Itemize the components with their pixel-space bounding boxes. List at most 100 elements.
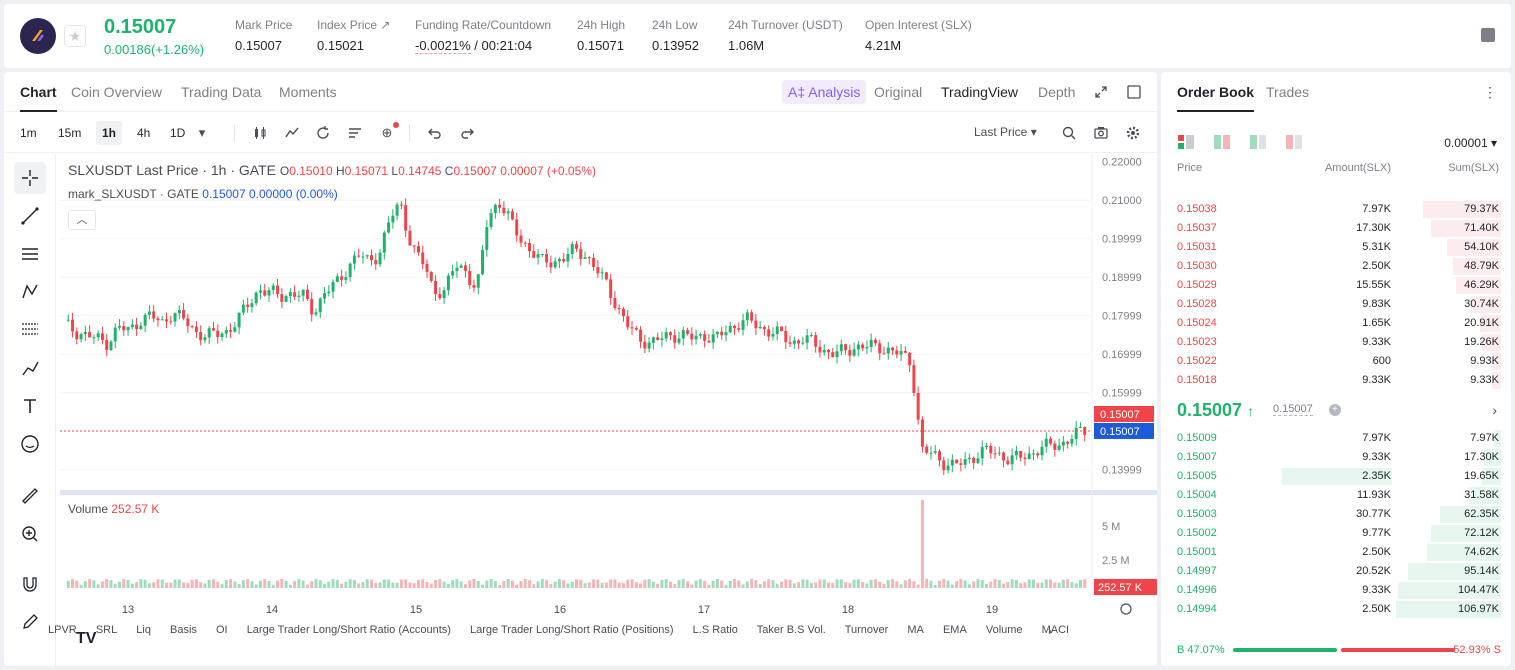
tab-chart[interactable]: Chart (20, 84, 57, 112)
more-icon[interactable]: ⋮ (1483, 84, 1497, 100)
info-icon[interactable]: + (1329, 404, 1341, 416)
redo-icon[interactable] (459, 125, 475, 141)
brush-icon[interactable] (14, 352, 46, 384)
bid-row[interactable]: 0.15007 9.33K 17.30K (1161, 448, 1511, 467)
indicator-taker-vol[interactable]: Taker B.S Vol. (756, 624, 826, 636)
volume-bar (468, 580, 472, 588)
bid-row[interactable]: 0.15001 2.50K 74.62K (1161, 543, 1511, 562)
add-alert-icon[interactable]: ⊕ (379, 122, 399, 141)
bid-row[interactable]: 0.15009 7.97K 7.97K (1161, 429, 1511, 448)
ai-analysis-button[interactable]: A‡ Analysis (782, 80, 867, 104)
collapse-legend-button[interactable]: ︿ (68, 210, 96, 230)
crosshair-icon[interactable] (14, 162, 46, 194)
text-icon[interactable] (14, 390, 46, 422)
tab-trading-data[interactable]: Trading Data (181, 84, 262, 100)
indicator-ema[interactable]: EMA (942, 624, 967, 636)
search-icon[interactable] (1061, 125, 1077, 141)
bid-row[interactable]: 0.14996 9.33K 104.47K (1161, 581, 1511, 600)
indicator-ma[interactable]: MA (907, 624, 924, 636)
favorite-star-icon[interactable]: ★ (64, 25, 86, 47)
trendline-icon[interactable] (14, 200, 46, 232)
candle-type-icon[interactable] (252, 125, 268, 141)
ask-row[interactable]: 0.15031 5.31K 54.10K (1161, 238, 1511, 257)
tab-coin-overview[interactable]: Coin Overview (71, 84, 163, 100)
indicator-macd[interactable]: MACD (1041, 624, 1068, 636)
volume-bar (891, 579, 895, 588)
stat-index-price[interactable]: Index Price ↗ 0.15021 (317, 18, 391, 53)
view-tradingview[interactable]: TradingView (941, 84, 1019, 100)
undo-icon[interactable] (427, 125, 443, 141)
indicator-ltlsr-positions[interactable]: Large Trader Long/Short Ratio (Positions… (469, 624, 674, 636)
indicator-liq[interactable]: Liq (136, 624, 151, 636)
indicator-basis[interactable]: Basis (170, 624, 197, 636)
window-icon[interactable] (1127, 85, 1141, 99)
pencil-icon[interactable] (14, 606, 46, 638)
candlestick-chart[interactable]: 0.22000 0.21000 0.19999 0.18999 0.17999 0.169… (60, 154, 1157, 624)
book-icon[interactable] (1481, 28, 1495, 42)
view-split-icon[interactable] (1213, 134, 1231, 150)
interval-1h[interactable]: 1h (96, 121, 123, 145)
interval-1m[interactable]: 1m (20, 126, 37, 140)
interval-1d[interactable]: 1D (170, 126, 186, 140)
channel-icon[interactable] (14, 238, 46, 270)
volume-bar (434, 579, 438, 588)
ask-row[interactable]: 0.15022 600 9.93K (1161, 352, 1511, 371)
ask-row[interactable]: 0.15037 17.30K 71.40K (1161, 219, 1511, 238)
bid-row[interactable]: 0.14994 2.50K 106.97K (1161, 600, 1511, 619)
precision-select[interactable]: 0.00001 ▾ (1444, 136, 1497, 150)
volume-bar (993, 579, 997, 588)
ask-row[interactable]: 0.15024 1.65K 20.91K (1161, 314, 1511, 333)
bid-row[interactable]: 0.15005 2.35K 19.65K (1161, 467, 1511, 486)
indicator-lpvr[interactable]: LPVR (48, 624, 77, 636)
tab-order-book[interactable]: Order Book (1177, 84, 1255, 112)
interval-4h[interactable]: 4h (137, 126, 151, 140)
chevron-right-icon[interactable]: › (1048, 624, 1052, 638)
indicator-turnover[interactable]: Turnover (844, 624, 889, 636)
indicator-ls-ratio[interactable]: L.S Ratio (692, 624, 738, 636)
fib-icon[interactable] (14, 314, 46, 346)
zoom-in-icon[interactable] (14, 518, 46, 550)
templates-icon[interactable] (347, 125, 363, 141)
bid-amount: 11.93K (1356, 489, 1391, 501)
bid-row[interactable]: 0.14997 20.52K 95.14K (1161, 562, 1511, 581)
ask-row[interactable]: 0.15023 9.33K 19.26K (1161, 333, 1511, 352)
magnet-icon[interactable] (14, 568, 46, 600)
ask-row[interactable]: 0.15018 9.33K 9.33K (1161, 371, 1511, 390)
volume-bar (942, 579, 946, 588)
view-depth[interactable]: Depth (1038, 84, 1076, 100)
chevron-down-icon[interactable]: ▾ (198, 125, 206, 140)
expand-icon[interactable] (1094, 85, 1108, 99)
camera-icon[interactable] (1093, 125, 1109, 141)
ask-row[interactable]: 0.15030 2.50K 48.79K (1161, 257, 1511, 276)
chevron-right-icon[interactable]: › (1492, 402, 1497, 418)
chart-area[interactable]: 0.22000 0.21000 0.19999 0.18999 0.17999 0.169… (60, 154, 1157, 647)
ruler-icon[interactable] (14, 480, 46, 512)
tab-moments[interactable]: Moments (279, 84, 337, 100)
view-asks-icon[interactable] (1285, 134, 1303, 150)
view-bids-icon[interactable] (1249, 134, 1267, 150)
indicators-icon[interactable] (284, 125, 300, 141)
reset-chart-icon[interactable] (1120, 603, 1132, 615)
interval-15m[interactable]: 15m (58, 126, 82, 140)
emoji-icon[interactable] (14, 428, 46, 460)
refresh-icon[interactable] (315, 125, 331, 141)
volume-bar (288, 584, 292, 588)
ask-row[interactable]: 0.15028 9.83K 30.74K (1161, 295, 1511, 314)
bid-row[interactable]: 0.15003 30.77K 62.35K (1161, 505, 1511, 524)
indicator-srl[interactable]: SRL (95, 624, 118, 636)
price-type-select[interactable]: Last Price ▾ (974, 125, 1037, 139)
ask-row[interactable]: 0.15038 7.97K 79.37K (1161, 200, 1511, 219)
view-original[interactable]: Original (874, 84, 923, 100)
indicator-volume[interactable]: Volume (985, 624, 1023, 636)
bid-row[interactable]: 0.15002 9.77K 72.12K (1161, 524, 1511, 543)
indicator-ltlsr-accounts[interactable]: Large Trader Long/Short Ratio (Accounts) (246, 624, 451, 636)
pattern-icon[interactable] (14, 276, 46, 308)
tab-trades[interactable]: Trades (1266, 84, 1310, 100)
candle-body (972, 457, 976, 463)
gear-icon[interactable] (1125, 125, 1141, 141)
indicator-oi[interactable]: OI (216, 624, 228, 636)
volume-bar (378, 582, 382, 588)
view-both-icon[interactable] (1177, 134, 1195, 150)
bid-row[interactable]: 0.15004 11.93K 31.58K (1161, 486, 1511, 505)
ask-row[interactable]: 0.15029 15.55K 46.29K (1161, 276, 1511, 295)
